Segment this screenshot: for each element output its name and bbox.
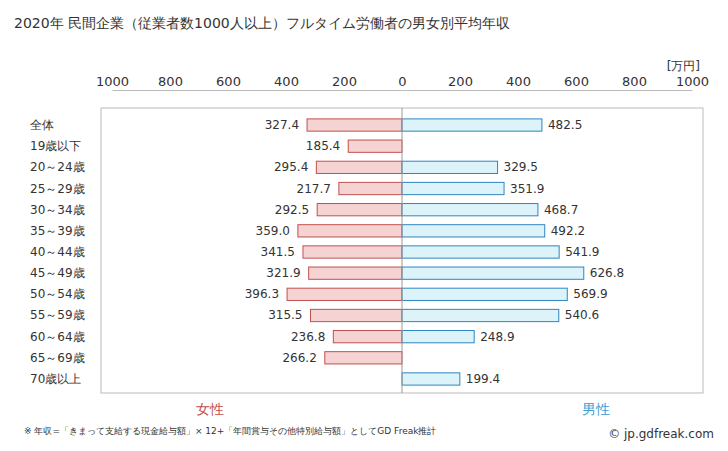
data-label: 359.0 [256,224,290,238]
bar [311,309,402,321]
axis-line [403,90,693,91]
data-label: 482.5 [548,118,582,132]
tick-label: 1000 [96,74,129,89]
tick-label: 200 [332,74,357,89]
tick: 0 [398,74,406,90]
bar [298,225,402,237]
bar [402,161,498,173]
category-label: 50～54歳 [30,287,85,301]
bar [333,331,402,343]
data-label: 541.9 [565,245,599,259]
data-label: 199.4 [466,372,500,386]
bar [348,140,402,152]
tick: 800 [158,74,183,90]
tick-label: 800 [158,74,183,89]
data-label: 492.2 [551,224,585,238]
bar [402,331,474,343]
series-label: 男性 [582,401,610,417]
category-label: 35～39歳 [30,224,85,238]
axis-title: [万円] [667,59,700,73]
tick-label: 200 [448,74,473,89]
data-label: 626.8 [590,266,624,280]
bar [316,161,402,173]
data-label: 468.7 [544,203,578,217]
tick-label: 0 [398,74,406,89]
series-label: 女性 [196,401,224,417]
tick: 400 [274,74,299,90]
data-labels: 327.4 185.4 295.4 217.7 292.5 359.0 341.5 321.9… [245,118,624,386]
center-line [402,108,403,393]
category-label: 40～44歳 [30,245,85,259]
data-label: 569.9 [573,287,607,301]
tick: 800 [622,74,647,90]
data-label: 351.9 [510,182,544,196]
data-label: 540.6 [565,308,599,322]
bars [287,119,584,385]
tick-label: 600 [564,74,589,89]
tick: 600 [216,74,241,90]
data-label: 248.9 [480,330,514,344]
category-label: 25～29歳 [30,182,85,196]
category-label: 20～24歳 [30,160,85,174]
bar [325,352,402,364]
category-label: 45～49歳 [30,266,85,280]
bar [339,182,402,194]
data-label: 217.7 [297,182,331,196]
tick-label: 600 [216,74,241,89]
bar [402,119,542,131]
tick-label: 400 [274,74,299,89]
bar [402,225,545,237]
tick-label: 800 [622,74,647,89]
bar [402,267,584,279]
bar [402,204,538,216]
data-label: 329.5 [504,160,538,174]
data-label: 292.5 [275,203,309,217]
data-label: 315.5 [268,308,302,322]
bar [402,309,559,321]
bar [402,246,559,258]
category-label: 55～59歳 [30,308,85,322]
data-label: 396.3 [245,287,279,301]
data-label: 236.8 [291,330,325,344]
bar [317,204,402,216]
data-label: 327.4 [265,118,299,132]
tick: 1000 [676,74,709,90]
tick: 1000 [96,74,129,90]
category-label: 65～69歳 [30,351,85,365]
credit: © jp.gdfreak.com [608,427,714,441]
plot-frame [101,108,703,393]
chart: 2020年 民間企業（従業者数1000人以上）フルタイム労働者の男女別平均年収 [… [0,0,728,451]
category-label: 全体 [30,118,54,132]
x-axis-right: 200 400 600 800 1000 [403,74,710,91]
tick-label: 400 [506,74,531,89]
bar [287,288,402,300]
axis-line [113,90,403,91]
tick: 600 [564,74,589,90]
x-axis-left: 0 200 400 600 800 1000 [96,74,407,91]
bar [402,288,567,300]
bar [307,119,402,131]
category-label: 70歳以上 [30,372,81,386]
data-label: 266.2 [282,351,316,365]
bar [303,246,402,258]
category-label: 60～64歳 [30,330,85,344]
bar [402,373,460,385]
tick-label: 1000 [676,74,709,89]
tick: 200 [332,74,357,90]
data-label: 295.4 [274,160,308,174]
bar [309,267,402,279]
data-label: 341.5 [261,245,295,259]
tick: 200 [448,74,473,90]
data-label: 185.4 [306,139,340,153]
tick: 400 [506,74,531,90]
category-label: 30～34歳 [30,203,85,217]
bar [402,182,504,194]
data-label: 321.9 [266,266,300,280]
category-label: 19歳以下 [30,139,81,153]
title: 2020年 民間企業（従業者数1000人以上）フルタイム労働者の男女別平均年収 [14,15,510,31]
note: ※ 年収=「きまって支給する現金給与額」× 12+「年間賞与その他特別給与額」と… [24,426,436,436]
